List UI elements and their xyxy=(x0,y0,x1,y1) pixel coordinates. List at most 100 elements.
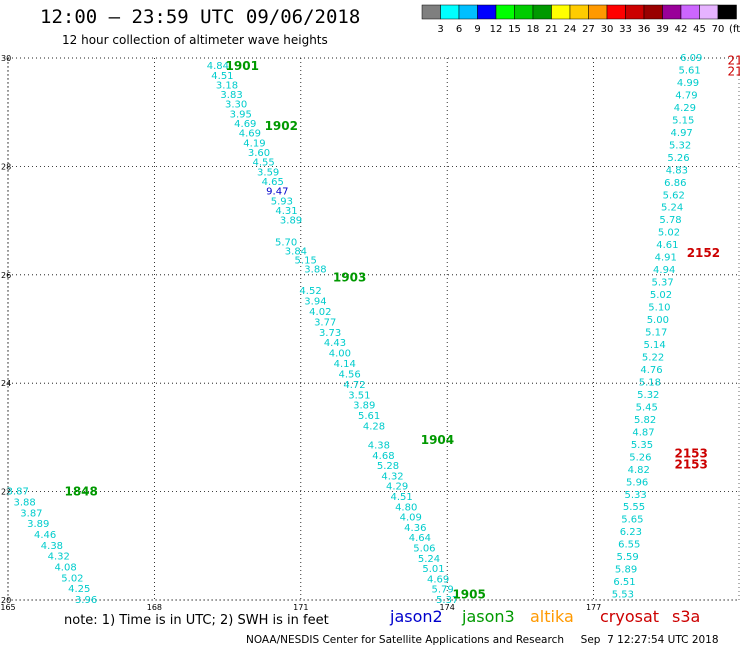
data-point-label: 4.52 xyxy=(299,286,321,297)
footer-note: note: 1) Time is in UTC; 2) SWH is in fe… xyxy=(64,613,329,628)
y-tick-label: 30 xyxy=(1,54,11,63)
data-point-label: 3.88 xyxy=(304,264,326,275)
data-point-label: 6.09 xyxy=(680,53,702,64)
data-point-label: 9.47 xyxy=(266,187,288,198)
data-point-label: 3.73 xyxy=(319,328,341,339)
data-point-label: 3.87 xyxy=(20,508,42,519)
track-time-label: 1905 xyxy=(452,588,485,602)
colorbar-swatch xyxy=(458,4,478,20)
colorbar-label: 3 xyxy=(437,24,443,35)
data-point-label: 4.79 xyxy=(675,90,697,101)
data-point-label: 3.59 xyxy=(257,167,279,178)
data-point-label: 5.14 xyxy=(644,340,666,351)
data-point-label: 5.32 xyxy=(669,140,691,151)
colorbar-label: 18 xyxy=(527,24,540,35)
data-point-label: 6.86 xyxy=(664,178,686,189)
data-point-label: 3.88 xyxy=(13,497,35,508)
data-point-label: 5.01 xyxy=(422,564,444,575)
data-point-label: 6.51 xyxy=(613,577,635,588)
x-tick-label: 168 xyxy=(147,603,162,612)
data-point-label: 5.02 xyxy=(61,573,83,584)
data-point-label: 5.15 xyxy=(295,255,317,266)
colorbar-swatch xyxy=(662,4,682,20)
data-point-label: 4.38 xyxy=(41,541,63,552)
track-time-label: 1904 xyxy=(421,433,454,447)
colorbar-swatch xyxy=(477,4,497,20)
data-point-label: 5.59 xyxy=(617,552,639,563)
track-time-label: 1902 xyxy=(265,119,298,133)
data-point-label: 3.51 xyxy=(348,390,370,401)
chart-title: 12:00 — 23:59 UTC 09/06/2018 xyxy=(40,6,361,28)
colorbar-label: 9 xyxy=(474,24,480,35)
x-tick-label: 171 xyxy=(293,603,308,612)
colorbar-swatch xyxy=(680,4,700,20)
colorbar-label: 42 xyxy=(675,24,688,35)
chart-subtitle: 12 hour collection of altimeter wave hei… xyxy=(62,33,328,47)
colorbar-label: 36 xyxy=(638,24,651,35)
track-time-label: 2153 xyxy=(674,458,707,472)
data-point-label: 4.97 xyxy=(671,128,693,139)
data-point-label: 4.61 xyxy=(656,240,678,251)
data-point-label: 3.84 xyxy=(285,246,307,257)
colorbar-swatch xyxy=(421,4,441,20)
colorbar-label: 6 xyxy=(456,24,462,35)
data-point-label: 4.84 xyxy=(207,61,229,72)
satellite-legend-item: jason2 xyxy=(390,607,443,626)
data-point-label: 4.69 xyxy=(234,119,256,130)
colorbar-label: 33 xyxy=(619,24,632,35)
data-point-label: 5.26 xyxy=(629,452,651,463)
colorbar-swatch xyxy=(588,4,608,20)
data-point-label: 5.79 xyxy=(432,585,454,596)
track-time-label: 2152 xyxy=(687,246,720,260)
y-tick-label: 20 xyxy=(1,596,11,605)
colorbar-swatch xyxy=(643,4,663,20)
data-point-label: 6.55 xyxy=(618,540,640,551)
data-point-label: 3.89 xyxy=(353,401,375,412)
colorbar-swatch xyxy=(532,4,552,20)
data-point-label: 5.00 xyxy=(647,315,669,326)
data-point-label: 5.24 xyxy=(418,554,440,565)
track-time-label: 21 xyxy=(727,54,740,68)
colorbar-label: 21 xyxy=(545,24,558,35)
colorbar-label: 15 xyxy=(508,24,521,35)
colorbar-swatch xyxy=(625,4,645,20)
colorbar-swatch xyxy=(699,4,719,20)
data-point-label: 4.99 xyxy=(677,78,699,89)
data-point-label: 3.89 xyxy=(27,519,49,530)
colorbar-label: 45 xyxy=(693,24,706,35)
axis-ticks: 165 168 171 174 177 20 22 24 26 28 30 xyxy=(0,54,601,612)
data-point-label: 4.32 xyxy=(48,552,70,563)
y-tick-label: 28 xyxy=(1,162,11,171)
data-point-label: 5.62 xyxy=(663,190,685,201)
data-point-label: 5.45 xyxy=(636,402,658,413)
data-point-label: 4.82 xyxy=(628,465,650,476)
data-point-label: 4.76 xyxy=(640,365,662,376)
data-point-label: 4.00 xyxy=(329,349,351,360)
colorbar-label: 27 xyxy=(582,24,595,35)
data-point-label: 3.30 xyxy=(225,100,247,111)
data-point-label: 3.87 xyxy=(7,487,29,498)
data-point-label: 4.02 xyxy=(309,307,331,318)
data-point-label: 5.33 xyxy=(624,490,646,501)
footer-credit: NOAA/NESDIS Center for Satellite Applica… xyxy=(246,634,719,646)
colorbar-swatch xyxy=(440,4,460,20)
x-tick-label: 165 xyxy=(0,603,15,612)
data-point-label: 4.36 xyxy=(404,523,426,534)
data-point-label: 5.24 xyxy=(661,203,683,214)
data-point-label: 5.10 xyxy=(648,303,670,314)
colorbar-label: 70 xyxy=(712,24,725,35)
data-point-label: 4.43 xyxy=(324,338,346,349)
data-point-label: 4.80 xyxy=(395,502,417,513)
data-point-label: 4.14 xyxy=(334,359,356,370)
colorbar-label: 39 xyxy=(656,24,669,35)
data-point-label: 5.70 xyxy=(275,237,297,248)
data-point-label: 4.83 xyxy=(666,165,688,176)
data-point-label: 5.37 xyxy=(651,278,673,289)
colorbar-swatch xyxy=(717,4,737,20)
data-point-label: 4.31 xyxy=(275,206,297,217)
data-point-label: 5.55 xyxy=(623,502,645,513)
data-point-label: 6.23 xyxy=(620,527,642,538)
data-point-label: 5.02 xyxy=(650,290,672,301)
data-point-label: 5.35 xyxy=(631,440,653,451)
